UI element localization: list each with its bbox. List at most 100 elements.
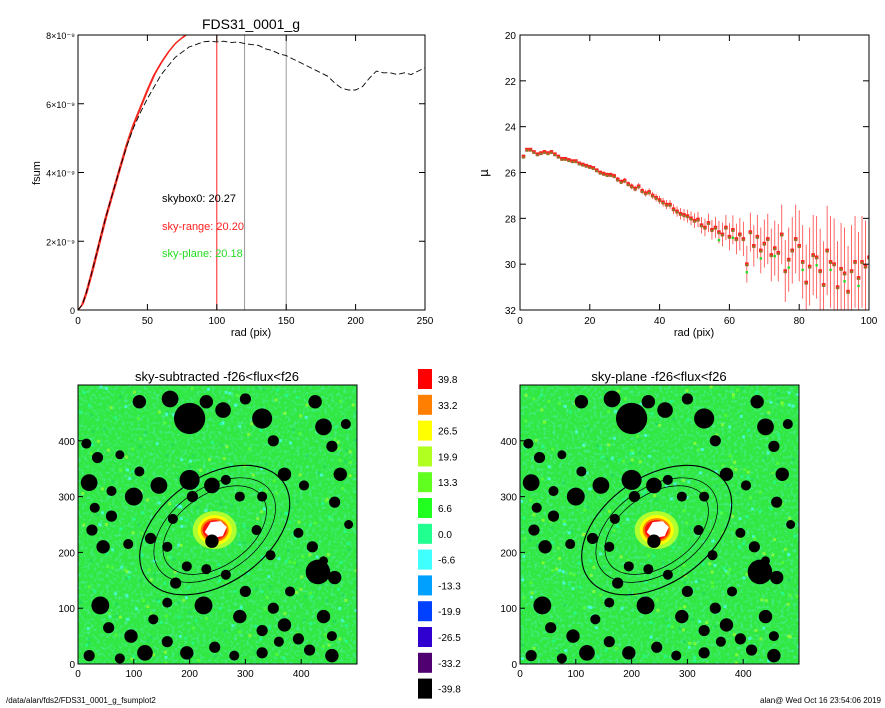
sky-speckle bbox=[776, 433, 780, 437]
sky-speckle bbox=[781, 403, 785, 407]
star-mask bbox=[277, 467, 292, 481]
sky-speckle bbox=[692, 655, 696, 659]
data-point-olive bbox=[602, 173, 605, 176]
sky-speckle bbox=[344, 640, 348, 644]
sky-speckle bbox=[557, 568, 561, 572]
data-point-olive bbox=[724, 227, 728, 230]
sky-speckle bbox=[726, 571, 730, 575]
sky-speckle bbox=[334, 425, 338, 429]
sky-speckle bbox=[168, 555, 172, 559]
sky-speckle bbox=[524, 419, 528, 423]
sky-speckle bbox=[589, 573, 593, 577]
colorbar-swatch bbox=[418, 369, 432, 389]
sky-speckle bbox=[530, 591, 534, 595]
sky-speckle bbox=[260, 510, 264, 514]
sky-speckle bbox=[711, 584, 715, 588]
sky-speckle bbox=[754, 391, 758, 395]
sky-speckle bbox=[321, 644, 325, 648]
data-point-olive bbox=[728, 236, 731, 239]
sky-speckle bbox=[207, 458, 211, 462]
sky-speckle bbox=[631, 451, 635, 455]
sky-speckle bbox=[530, 595, 534, 599]
y-tick-label-mu: 22 bbox=[505, 77, 517, 88]
sky-speckle bbox=[184, 596, 188, 600]
sky-speckle bbox=[185, 518, 189, 522]
sky-speckle bbox=[153, 573, 157, 577]
sky-speckle bbox=[286, 512, 290, 516]
sky-speckle bbox=[96, 439, 100, 443]
data-point-olive bbox=[560, 158, 564, 161]
footer-timestamp: alan@ Wed Oct 16 23:54:06 2019 bbox=[760, 696, 881, 705]
star-mask bbox=[148, 614, 159, 625]
star-mask bbox=[771, 496, 783, 508]
sky-speckle bbox=[747, 429, 751, 433]
sky-speckle bbox=[549, 620, 553, 624]
sky-speckle bbox=[693, 642, 697, 646]
x-tick-label-mu: 100 bbox=[861, 316, 878, 327]
sky-speckle bbox=[759, 637, 763, 641]
data-point-olive bbox=[731, 229, 735, 232]
sky-speckle bbox=[78, 410, 82, 414]
sky-speckle bbox=[219, 502, 223, 506]
sky-speckle bbox=[635, 434, 639, 438]
sky-speckle bbox=[638, 451, 642, 455]
sky-speckle bbox=[255, 386, 259, 390]
sky-speckle bbox=[647, 554, 651, 558]
data-point-olive bbox=[780, 234, 783, 237]
data-point-olive bbox=[616, 179, 619, 182]
sky-speckle bbox=[140, 531, 144, 535]
sky-speckle bbox=[156, 598, 160, 602]
sky-speckle bbox=[552, 639, 556, 643]
sky-speckle bbox=[132, 476, 136, 480]
sky-speckle bbox=[724, 569, 728, 573]
sky-speckle bbox=[528, 538, 532, 542]
star-mask bbox=[698, 647, 710, 659]
star-mask bbox=[326, 440, 338, 452]
star-mask bbox=[209, 641, 221, 653]
sky-speckle bbox=[138, 578, 142, 582]
star-mask bbox=[641, 395, 656, 409]
star-mask bbox=[545, 622, 557, 634]
sky-speckle bbox=[581, 533, 585, 537]
data-point-olive bbox=[525, 149, 529, 152]
sky-speckle bbox=[607, 409, 611, 413]
sky-speckle bbox=[780, 401, 784, 405]
sky-speckle bbox=[210, 440, 214, 444]
x-tick-label-image: 300 bbox=[679, 669, 696, 680]
sky-speckle bbox=[119, 527, 123, 531]
sky-speckle bbox=[686, 418, 690, 422]
sky-speckle bbox=[125, 594, 129, 598]
sky-speckle bbox=[242, 524, 246, 528]
star-mask bbox=[604, 541, 615, 552]
sky-speckle bbox=[664, 484, 668, 488]
data-point-olive bbox=[798, 245, 801, 249]
sky-speckle bbox=[654, 497, 658, 501]
sky-speckle bbox=[720, 511, 724, 515]
colorbar-swatch bbox=[418, 575, 432, 596]
colorbar: 39.8 33.2 26.5 19.9 13.3 6.6 0.0 -6.6 -13.3 -19.9… bbox=[418, 369, 461, 699]
sky-speckle bbox=[643, 654, 647, 658]
sky-speckle bbox=[731, 393, 735, 397]
data-point-olive bbox=[815, 257, 818, 260]
star-mask bbox=[115, 450, 125, 460]
sky-speckle bbox=[344, 598, 348, 602]
panel-sky-plane: sky-plane -f26<flux<f26 0 100 200 300 400 0 10… bbox=[500, 369, 800, 680]
sky-speckle bbox=[275, 653, 279, 657]
star-mask bbox=[162, 597, 173, 608]
sky-speckle bbox=[247, 433, 251, 437]
sky-speckle bbox=[268, 626, 272, 630]
sky-speckle bbox=[577, 561, 581, 565]
sky-speckle bbox=[85, 643, 89, 647]
sky-speckle bbox=[179, 505, 183, 509]
data-point-olive bbox=[703, 227, 707, 230]
star-mask bbox=[681, 585, 693, 598]
sky-speckle bbox=[332, 620, 336, 624]
sky-speckle bbox=[120, 565, 124, 569]
sky-speckle bbox=[556, 546, 560, 550]
sky-speckle bbox=[126, 617, 130, 621]
sky-speckle bbox=[248, 634, 252, 638]
sky-speckle bbox=[237, 541, 241, 545]
sky-speckle bbox=[180, 524, 184, 528]
star-mask bbox=[612, 577, 624, 589]
